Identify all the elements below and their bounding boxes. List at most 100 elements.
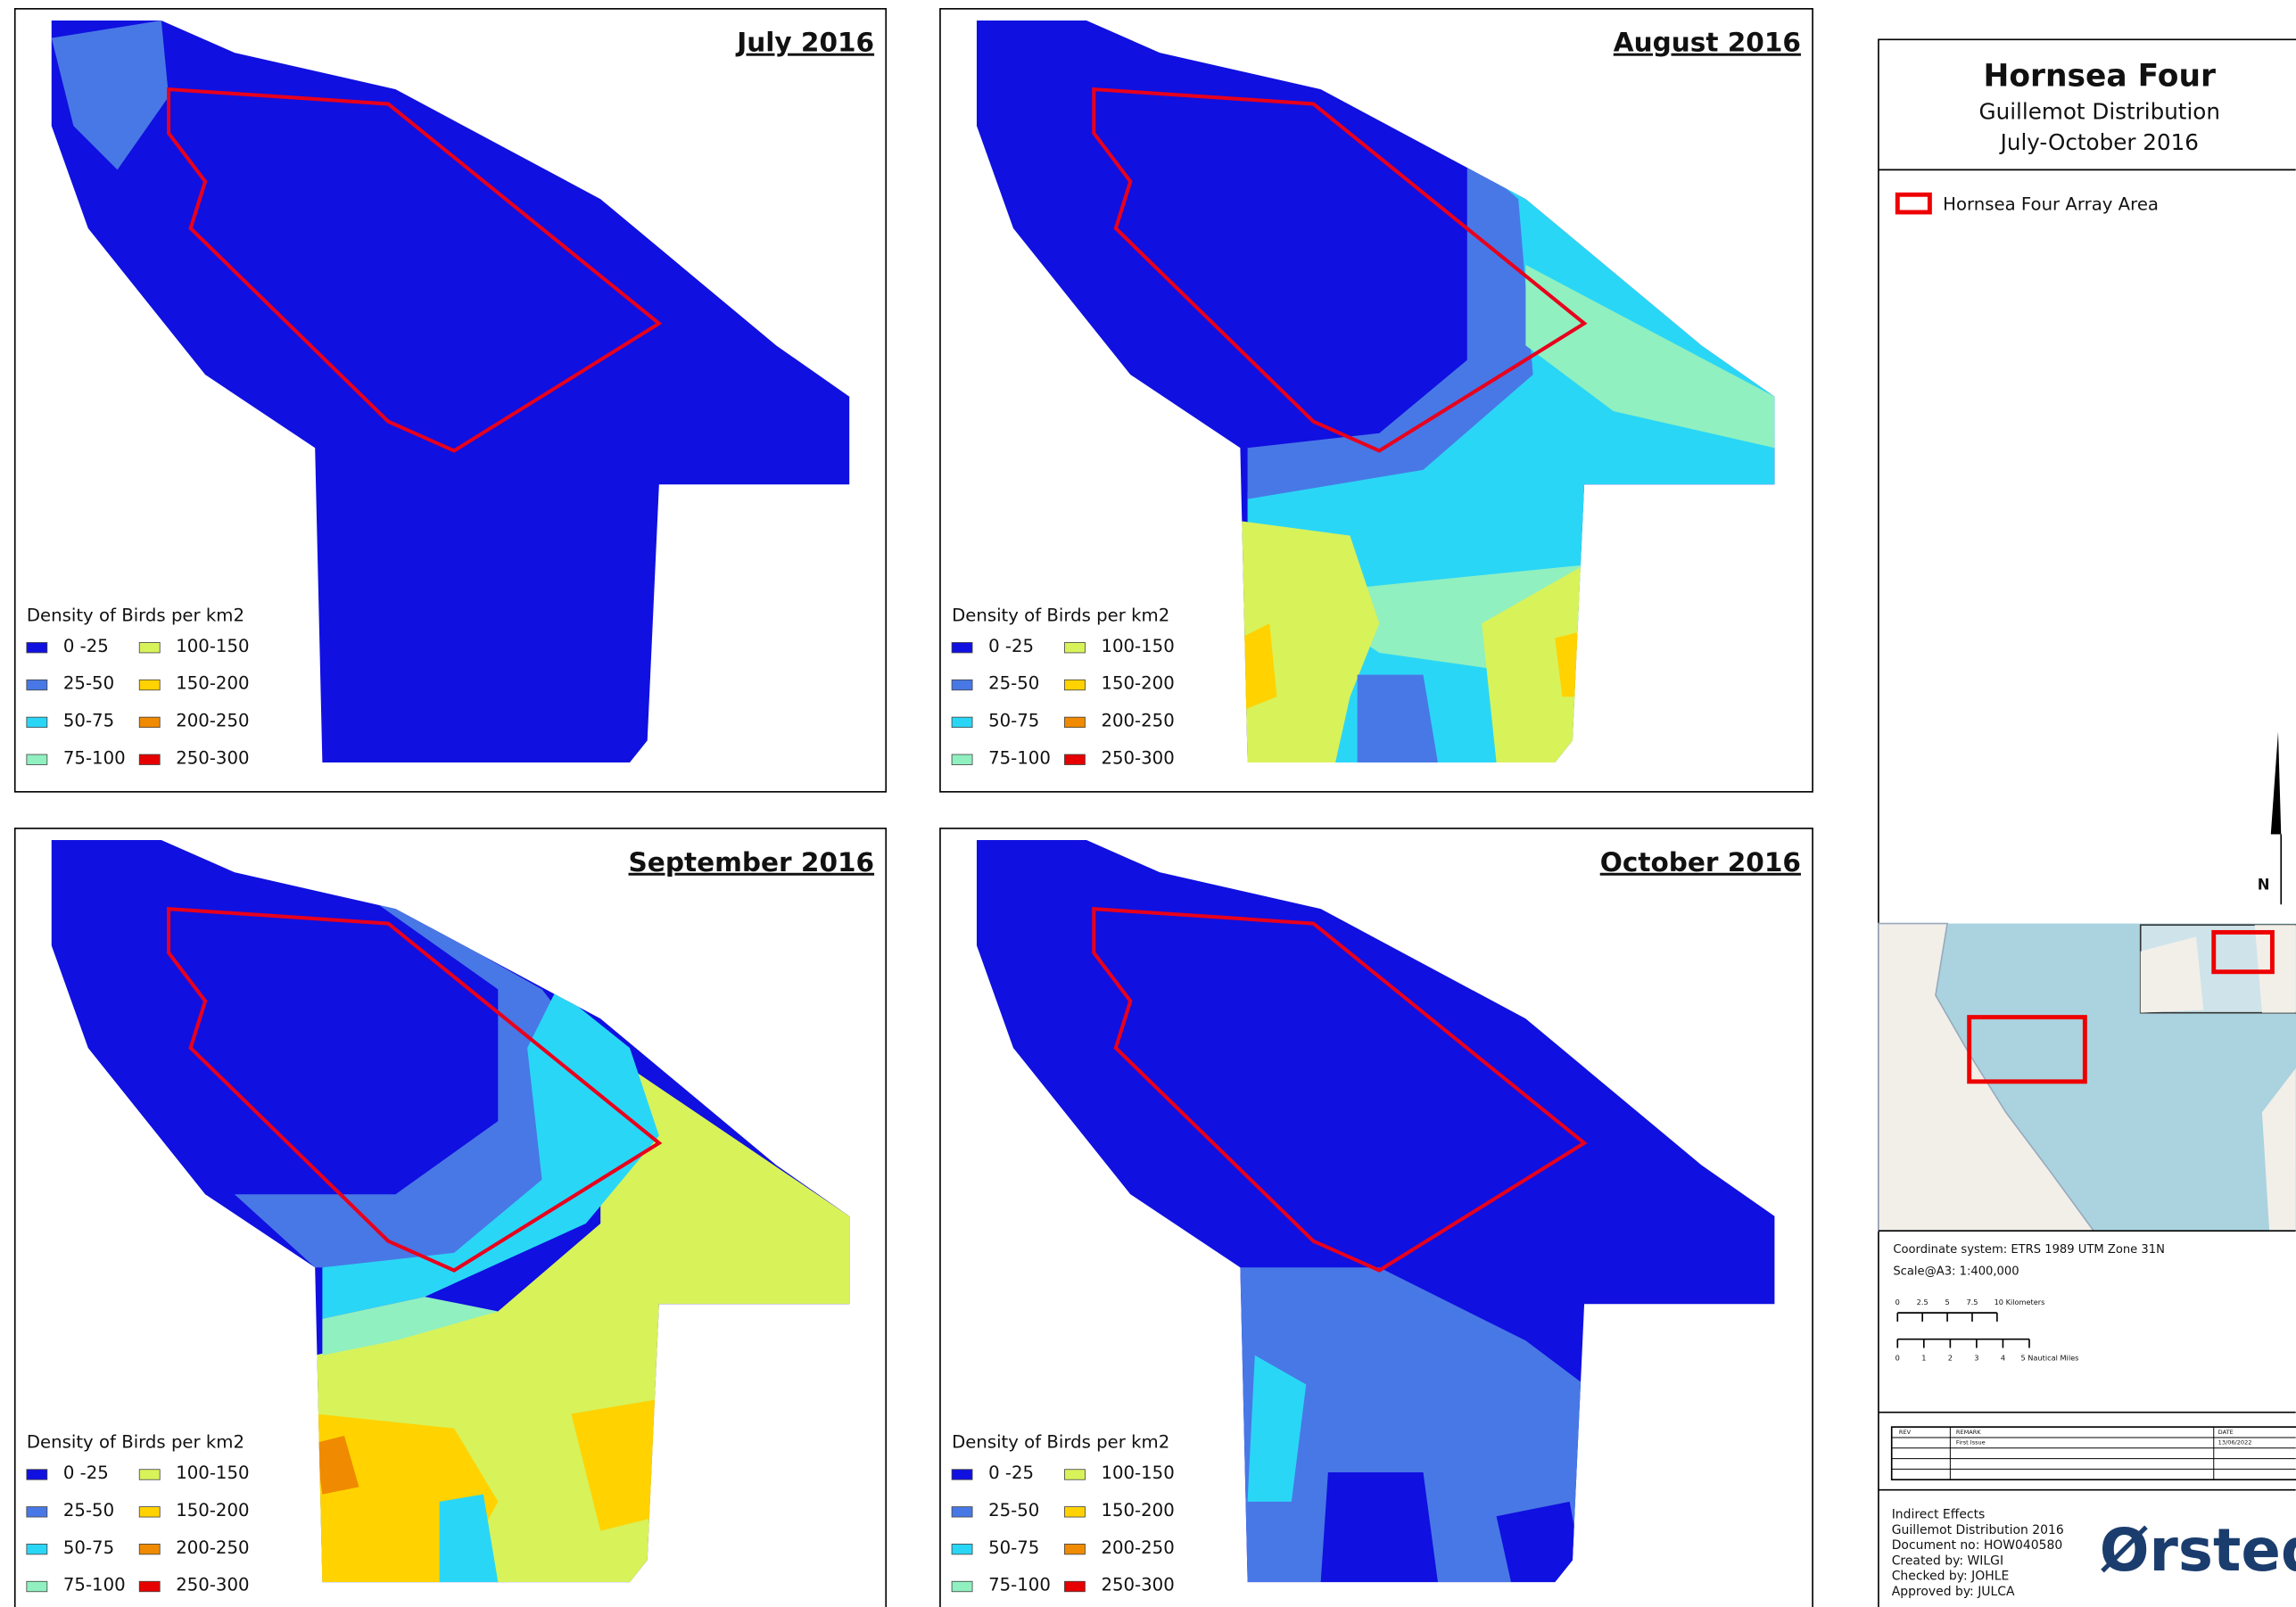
legend-label: 0 -25	[988, 636, 1034, 656]
scale-label: 0	[1895, 1354, 1900, 1363]
legend-swatch	[1064, 1507, 1085, 1517]
footer-line: Indirect Effects	[1892, 1508, 1986, 1522]
legend-label: 200-250	[176, 1537, 249, 1558]
sheet-subtitle: Guillemot Distribution	[1979, 98, 2220, 124]
legend-label: 75-100	[988, 747, 1051, 768]
legend-swatch	[27, 717, 47, 727]
legend-swatch	[27, 1507, 47, 1517]
panel-title: October 2016	[1600, 847, 1801, 878]
table-header: REV	[1899, 1429, 1912, 1436]
legend-item: Hornsea Four Array Area	[1943, 194, 2159, 214]
footer-line: Guillemot Distribution 2016	[1892, 1523, 2064, 1537]
legend-swatch	[139, 680, 160, 689]
legend-label: 25-50	[988, 673, 1039, 694]
legend-swatch	[139, 1507, 160, 1517]
overview-map	[1879, 924, 2296, 1232]
legend-swatch	[1064, 1470, 1085, 1479]
sidebar: Hornsea Four Guillemot Distribution July…	[1879, 39, 2296, 1607]
scale-label: 2.5	[1917, 1298, 1928, 1306]
footer-line: Approved by: JULCA	[1892, 1585, 2015, 1599]
legend-label: 150-200	[1101, 673, 1174, 694]
legend-swatch	[27, 1581, 47, 1591]
panel-title: September 2016	[629, 847, 875, 878]
legend-swatch	[27, 754, 47, 764]
legend-swatch	[1064, 680, 1085, 689]
map-panel: October 2016 Density of Birds per km2 0 -2…	[940, 828, 1813, 1607]
sheet-period: July-October 2016	[1999, 129, 2199, 155]
scale-label: 5 Nautical Miles	[2020, 1354, 2078, 1363]
footer-line: Document no: HOW040580	[1892, 1538, 2063, 1553]
legend-label: 150-200	[176, 1500, 249, 1520]
table-header: REMARK	[1956, 1429, 1981, 1436]
legend-title: Density of Birds per km2	[27, 1432, 244, 1453]
map-panel: September 2016 Density of Birds per km2 0 …	[15, 828, 886, 1607]
legend-label: 150-200	[176, 673, 249, 694]
legend-swatch	[1064, 754, 1085, 764]
legend-swatch	[27, 1470, 47, 1479]
panel-title: August 2016	[1614, 28, 1801, 58]
legend-label: 100-150	[1101, 1463, 1174, 1483]
legend-swatch	[952, 754, 972, 764]
legend-swatch	[1064, 1581, 1085, 1591]
legend-swatch	[27, 642, 47, 652]
footer-line: Created by: WILGI	[1892, 1553, 2003, 1568]
legend-label: 50-75	[63, 711, 114, 731]
legend-title: Density of Birds per km2	[27, 605, 244, 625]
legend-label: 50-75	[63, 1537, 114, 1558]
legend-label: 100-150	[176, 1463, 249, 1483]
legend-swatch	[1064, 717, 1085, 727]
legend-label: 0 -25	[988, 1463, 1034, 1483]
legend-label: 50-75	[988, 711, 1039, 731]
legend-label: 0 -25	[63, 636, 109, 656]
legend-label: 25-50	[63, 1500, 114, 1520]
north-label: N	[2258, 876, 2270, 893]
legend-swatch	[952, 717, 972, 727]
sidebar-frame	[1879, 39, 2296, 1607]
map-sheet: July 2016Density of Birds per km20 -2525…	[0, 0, 2296, 1607]
scale-label: 5	[1945, 1298, 1949, 1306]
legend-label: 75-100	[63, 1575, 126, 1595]
legend-label: 25-50	[988, 1500, 1039, 1520]
legend-label: 50-75	[988, 1537, 1039, 1558]
legend-label: 25-50	[63, 673, 114, 694]
legend-title: Density of Birds per km2	[952, 605, 1169, 625]
panel-title: July 2016	[735, 28, 874, 58]
scale-text: Scale@A3: 1:400,000	[1893, 1265, 2019, 1279]
table-cell: 13/06/2022	[2218, 1439, 2252, 1446]
legend-label: 100-150	[1101, 636, 1174, 656]
scale-label: 1	[1921, 1354, 1926, 1363]
table-header: DATE	[2218, 1429, 2234, 1436]
logo: Ørsted	[2100, 1517, 2296, 1585]
scale-label: 4	[2001, 1354, 2005, 1363]
map-panel: August 2016 Density of Birds per km2 0 -25…	[940, 9, 1813, 792]
legend-swatch	[1064, 1544, 1085, 1553]
legend-label: 200-250	[176, 711, 249, 731]
legend-label: 250-300	[176, 1575, 249, 1595]
coordinate-system: Coordinate system: ETRS 1989 UTM Zone 31…	[1893, 1243, 2165, 1257]
legend-title: Density of Birds per km2	[952, 1432, 1169, 1453]
legend-label: 250-300	[1101, 1575, 1174, 1595]
legend-label: 250-300	[176, 747, 249, 768]
legend-swatch	[139, 754, 160, 764]
legend-label: 75-100	[63, 747, 126, 768]
map-panels: July 2016 Density of Birds per km2 0 -25 25…	[15, 9, 1813, 1607]
legend-label: 75-100	[988, 1575, 1051, 1595]
legend-swatch	[139, 1581, 160, 1591]
legend-swatch	[952, 680, 972, 689]
legend-swatch	[952, 1507, 972, 1517]
legend-swatch	[952, 1470, 972, 1479]
legend-swatch	[27, 680, 47, 689]
scale-label: 0	[1895, 1298, 1900, 1306]
legend-swatch	[952, 1544, 972, 1553]
scale-label: 10 Kilometers	[1995, 1298, 2045, 1306]
density-zone	[1321, 1472, 1438, 1582]
legend-swatch	[139, 1544, 160, 1553]
footer-line: Checked by: JOHLE	[1892, 1570, 2010, 1584]
scale-label: 2	[1948, 1354, 1953, 1363]
legend-label: 0 -25	[63, 1463, 109, 1483]
legend-swatch	[139, 1470, 160, 1479]
legend-label: 150-200	[1101, 1500, 1174, 1520]
map-panel: July 2016 Density of Birds per km2 0 -25 25…	[15, 9, 886, 792]
scale-label: 3	[1974, 1354, 1978, 1363]
legend-swatch	[1064, 642, 1085, 652]
